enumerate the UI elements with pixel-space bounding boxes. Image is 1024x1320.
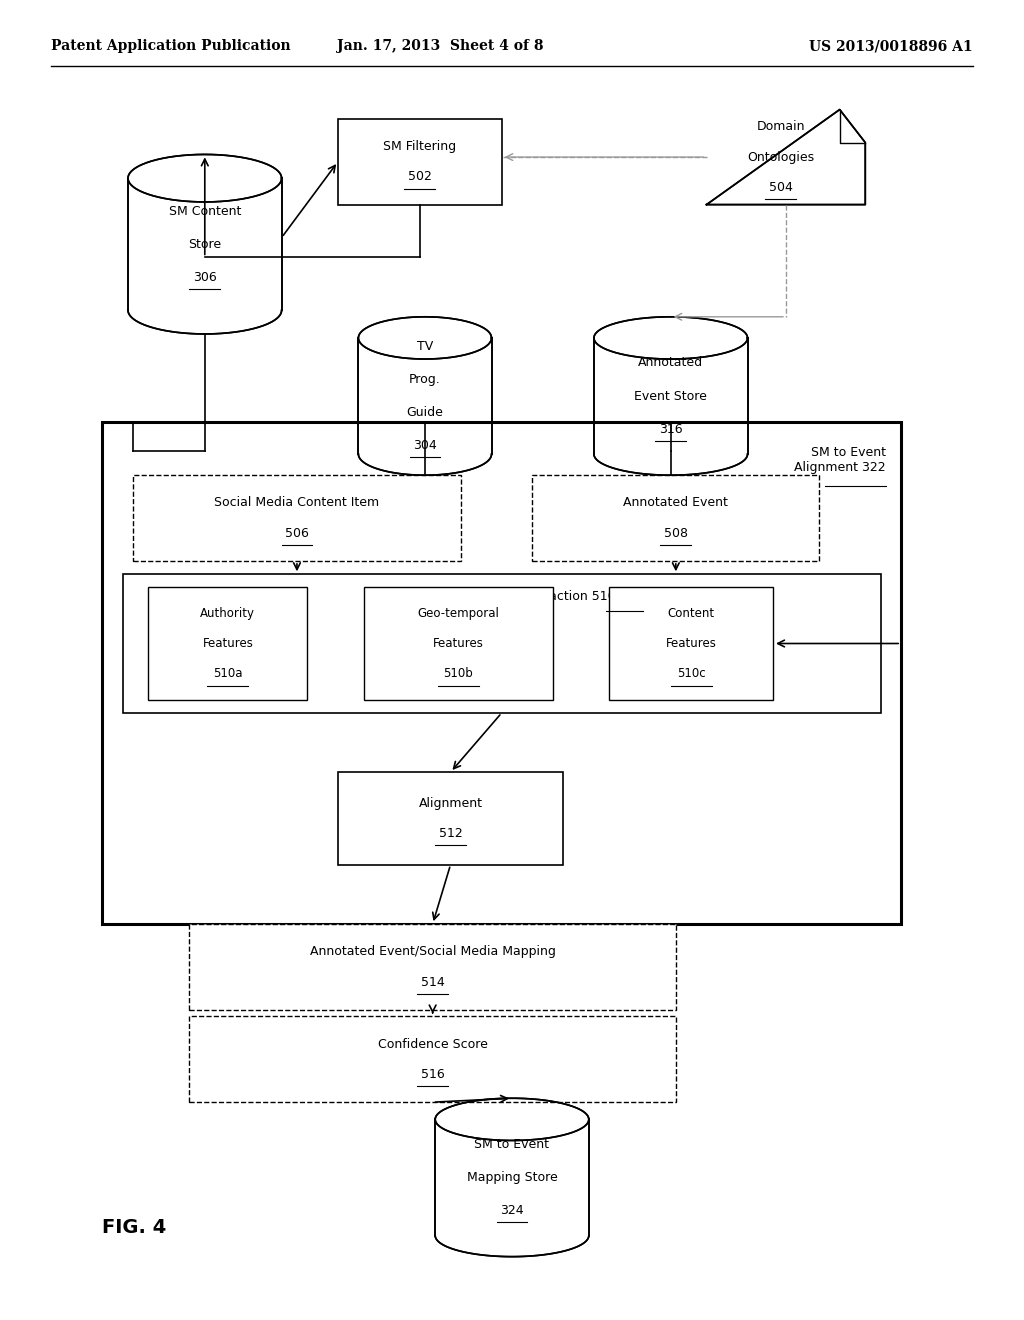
Polygon shape xyxy=(358,317,492,475)
Text: 508: 508 xyxy=(664,527,688,540)
Text: 316: 316 xyxy=(658,422,683,436)
Text: Content: Content xyxy=(668,607,715,619)
Polygon shape xyxy=(707,110,865,205)
Text: Patent Application Publication: Patent Application Publication xyxy=(51,40,291,53)
Bar xyxy=(338,119,502,205)
Text: Annotated Event/Social Media Mapping: Annotated Event/Social Media Mapping xyxy=(309,945,556,958)
Text: Geo-temporal: Geo-temporal xyxy=(418,607,499,619)
Text: SM Content: SM Content xyxy=(169,205,241,218)
Bar xyxy=(102,422,901,924)
Text: 512: 512 xyxy=(438,828,463,840)
Bar xyxy=(364,587,553,700)
Polygon shape xyxy=(594,317,748,475)
Bar xyxy=(189,1016,676,1102)
Text: SM Filtering: SM Filtering xyxy=(383,140,457,153)
Text: Alignment: Alignment xyxy=(419,797,482,809)
Text: SM to Event: SM to Event xyxy=(474,1138,550,1151)
Bar xyxy=(189,924,676,1010)
Text: 510b: 510b xyxy=(443,668,473,680)
Text: Comparative Feature Extraction 510: Comparative Feature Extraction 510 xyxy=(388,590,615,603)
Text: Ontologies: Ontologies xyxy=(748,150,814,164)
Bar xyxy=(133,475,461,561)
Text: 514: 514 xyxy=(421,975,444,989)
Bar xyxy=(148,587,307,700)
Text: 510c: 510c xyxy=(677,668,706,680)
Text: 504: 504 xyxy=(769,181,793,194)
Text: Mapping Store: Mapping Store xyxy=(467,1171,557,1184)
Text: US 2013/0018896 A1: US 2013/0018896 A1 xyxy=(809,40,973,53)
Text: SM to Event
Alignment 322: SM to Event Alignment 322 xyxy=(795,446,886,474)
Text: Features: Features xyxy=(203,638,253,649)
Text: Annotated: Annotated xyxy=(638,356,703,370)
Bar xyxy=(609,587,773,700)
Text: Domain: Domain xyxy=(757,120,805,133)
Text: Annotated Event: Annotated Event xyxy=(624,496,728,510)
Text: Guide: Guide xyxy=(407,407,443,418)
Text: Store: Store xyxy=(188,238,221,251)
Polygon shape xyxy=(128,154,282,334)
Text: Features: Features xyxy=(666,638,717,649)
Polygon shape xyxy=(435,1098,589,1257)
Text: Jan. 17, 2013  Sheet 4 of 8: Jan. 17, 2013 Sheet 4 of 8 xyxy=(337,40,544,53)
Text: Event Store: Event Store xyxy=(634,389,708,403)
Bar xyxy=(338,772,563,865)
Text: 502: 502 xyxy=(408,170,432,183)
Text: TV: TV xyxy=(417,341,433,352)
Text: 306: 306 xyxy=(193,271,217,284)
Text: Confidence Score: Confidence Score xyxy=(378,1038,487,1051)
Text: 516: 516 xyxy=(421,1068,444,1081)
Text: FIG. 4: FIG. 4 xyxy=(102,1218,167,1237)
Text: 510a: 510a xyxy=(213,668,243,680)
Text: Authority: Authority xyxy=(201,607,255,619)
Text: Prog.: Prog. xyxy=(409,374,441,385)
Text: Social Media Content Item: Social Media Content Item xyxy=(214,496,380,510)
Text: 324: 324 xyxy=(500,1204,524,1217)
Text: Features: Features xyxy=(433,638,483,649)
Text: 304: 304 xyxy=(413,440,437,451)
Bar xyxy=(532,475,819,561)
Bar xyxy=(123,574,881,713)
Text: 506: 506 xyxy=(285,527,309,540)
